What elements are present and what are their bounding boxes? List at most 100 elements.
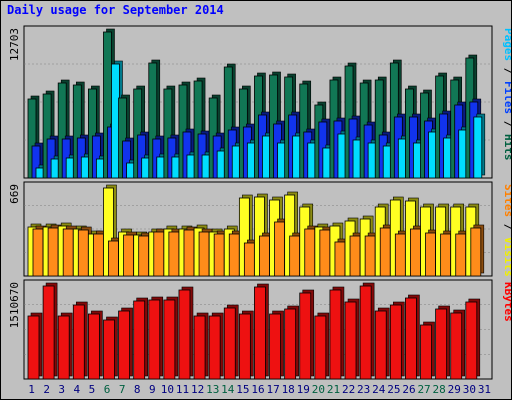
- top-legend-item-1: /: [502, 61, 511, 81]
- middle-bar-sites: [47, 227, 59, 277]
- top-legend-item-2: Files: [502, 81, 511, 114]
- x-tick-label: 24: [372, 383, 386, 396]
- middle-bar-sites: [213, 233, 225, 277]
- x-tick-label: 11: [176, 383, 189, 396]
- bottom-bar-kbytes: [103, 319, 115, 380]
- middle-bar-sites: [379, 227, 391, 277]
- bottom-bar-kbytes: [299, 292, 312, 380]
- middle-legend-item-2: Visits: [502, 237, 511, 277]
- bottom-legend-item-0: KBytes: [502, 282, 511, 322]
- bottom-bar-kbytes: [254, 286, 266, 380]
- bottom-bar-kbytes: [163, 299, 176, 380]
- bottom-bar-kbytes: [57, 315, 70, 380]
- x-tick-label: 22: [342, 383, 355, 396]
- middle-bar-sites: [32, 228, 44, 277]
- x-tick-label: 27: [417, 383, 430, 396]
- x-tick-label: 14: [221, 383, 235, 396]
- x-tick-label: 29: [448, 383, 461, 396]
- bottom-bar-kbytes: [148, 299, 161, 380]
- bottom-scale-label: 1510670: [8, 282, 21, 328]
- x-tick-label: 3: [58, 383, 65, 396]
- middle-bar-sites: [243, 242, 255, 277]
- middle-bar-sites: [228, 233, 240, 277]
- middle-legend: Sites / Visits: [502, 184, 511, 277]
- middle-legend-item-1: /: [502, 217, 511, 237]
- middle-bar-sites: [440, 233, 452, 277]
- x-tick-label: 17: [266, 383, 279, 396]
- top-bar-pages: [473, 116, 483, 179]
- middle-bar-sites: [304, 228, 316, 277]
- bottom-bar-kbytes: [450, 312, 463, 380]
- chart-title: Daily usage for September 2014: [7, 3, 224, 17]
- middle-legend-item-0: Sites: [502, 184, 511, 217]
- x-tick-label: 8: [134, 383, 141, 396]
- top-legend-item-0: Pages: [502, 28, 511, 61]
- middle-bar-sites: [138, 235, 150, 277]
- x-tick-label: 4: [74, 383, 81, 396]
- bottom-bar-kbytes: [435, 308, 448, 380]
- x-tick-label: 20: [312, 383, 325, 396]
- top-scale-label: 12703: [8, 28, 21, 61]
- bottom-bar-kbytes: [314, 315, 327, 380]
- x-tick-label: 5: [89, 383, 96, 396]
- top-legend: Pages / Files / Hits: [502, 28, 511, 161]
- x-tick-label: 13: [206, 383, 219, 396]
- bottom-bar-kbytes: [269, 313, 281, 380]
- middle-bar-sites: [410, 228, 421, 277]
- x-tick-label: 2: [43, 383, 50, 396]
- middle-bar-sites: [108, 240, 119, 277]
- middle-bar-sites: [349, 235, 361, 277]
- x-tick-label: 15: [236, 383, 249, 396]
- bottom-bar-kbytes: [329, 289, 342, 380]
- bottom-bar-kbytes: [420, 324, 432, 380]
- bottom-bar-kbytes: [284, 308, 297, 380]
- bottom-bar-kbytes: [389, 304, 402, 380]
- bottom-legend: KBytes: [502, 282, 511, 322]
- middle-bar-sites: [77, 229, 89, 277]
- bottom-bar-kbytes: [344, 301, 357, 380]
- x-tick-label: 23: [357, 383, 370, 396]
- middle-bar-sites: [394, 233, 406, 277]
- x-tick-label: 18: [282, 383, 295, 396]
- x-tick-label: 21: [327, 383, 340, 396]
- x-tick-label: 16: [251, 383, 264, 396]
- middle-bar-sites: [289, 235, 301, 277]
- middle-bar-sites: [183, 229, 195, 277]
- top-legend-item-3: /: [502, 114, 511, 134]
- bottom-bar-kbytes: [193, 315, 206, 380]
- bottom-bar-kbytes: [359, 285, 372, 380]
- x-tick-label: 6: [104, 383, 111, 396]
- bottom-bar-kbytes: [178, 289, 191, 380]
- bottom-bar-kbytes: [374, 310, 387, 380]
- middle-bar-sites: [319, 229, 331, 277]
- x-tick-label: 1: [28, 383, 35, 396]
- bottom-bar-kbytes: [87, 313, 100, 380]
- middle-bar-sites: [470, 227, 482, 277]
- x-tick-label: 19: [297, 383, 310, 396]
- bottom-bar-kbytes: [42, 285, 55, 380]
- middle-bar-sites: [425, 232, 436, 277]
- x-tick-label: 30: [463, 383, 476, 396]
- middle-bar-sites: [62, 228, 74, 277]
- middle-bar-sites: [123, 234, 134, 277]
- middle-bar-sites: [274, 221, 285, 277]
- bottom-bar-kbytes: [208, 315, 221, 380]
- middle-bar-sites: [364, 235, 376, 277]
- x-tick-label: 9: [149, 383, 156, 396]
- middle-bar-sites: [92, 233, 104, 277]
- x-tick-label: 12: [191, 383, 204, 396]
- x-tick-label: 10: [161, 383, 174, 396]
- bottom-bar-kbytes: [27, 315, 40, 380]
- bottom-bar-kbytes: [238, 313, 251, 380]
- bottom-bar-kbytes: [133, 300, 146, 380]
- x-tick-label: 26: [402, 383, 415, 396]
- middle-bar-sites: [334, 241, 346, 277]
- middle-bar-sites: [153, 231, 165, 277]
- x-tick-label: 25: [387, 383, 400, 396]
- bottom-bar-kbytes: [405, 297, 417, 380]
- bottom-bar-kbytes: [465, 301, 478, 380]
- middle-scale-label: 669: [8, 184, 21, 204]
- bottom-bar-kbytes: [223, 307, 236, 380]
